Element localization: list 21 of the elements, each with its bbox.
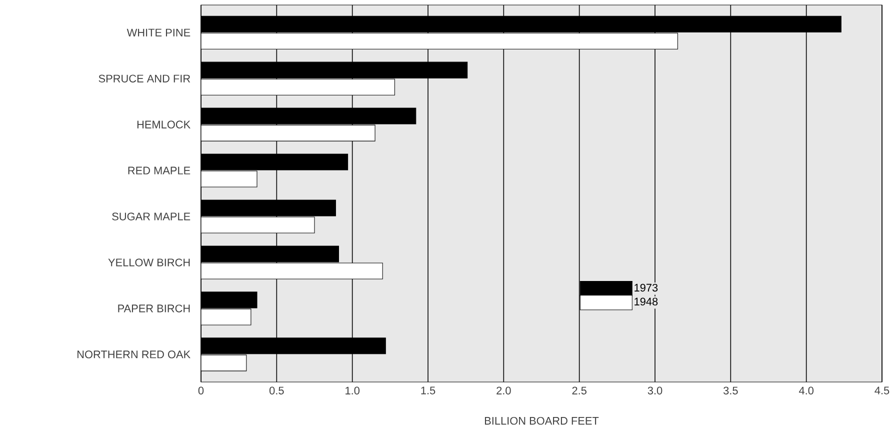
legend-label: 1948 xyxy=(634,298,658,306)
x-tick-label: 0.5 xyxy=(269,386,284,394)
x-tick-label: 2.5 xyxy=(572,386,586,394)
x-tick-label: 0 xyxy=(198,386,204,394)
x-tick-label: 4.5 xyxy=(874,386,890,394)
x-tick-label: 1.5 xyxy=(421,386,436,394)
x-tick-label: 1.0 xyxy=(346,386,360,394)
y-tick-label: PAPER BIRCH xyxy=(118,304,190,312)
y-tick-label: RED MAPLE xyxy=(128,166,190,174)
x-tick-label: 2.0 xyxy=(496,386,511,394)
y-tick-label: WHITE PINE xyxy=(126,28,190,36)
y-tick-label: NORTHERN RED OAK xyxy=(77,350,190,358)
x-axis-title: BILLION BOARD FEET xyxy=(484,416,599,425)
y-tick-label: SUGAR MAPLE xyxy=(112,212,190,220)
x-tick-label: 4.0 xyxy=(798,386,814,394)
x-tick-label: 3.5 xyxy=(723,386,738,394)
x-tick-label: 3.0 xyxy=(648,386,662,394)
y-tick-label: SPRUCE AND FIR xyxy=(98,74,190,82)
y-tick-label: YELLOW BIRCH xyxy=(108,258,190,266)
legend-label: 1973 xyxy=(634,284,658,292)
y-tick-label: HEMLOCK xyxy=(137,120,190,128)
